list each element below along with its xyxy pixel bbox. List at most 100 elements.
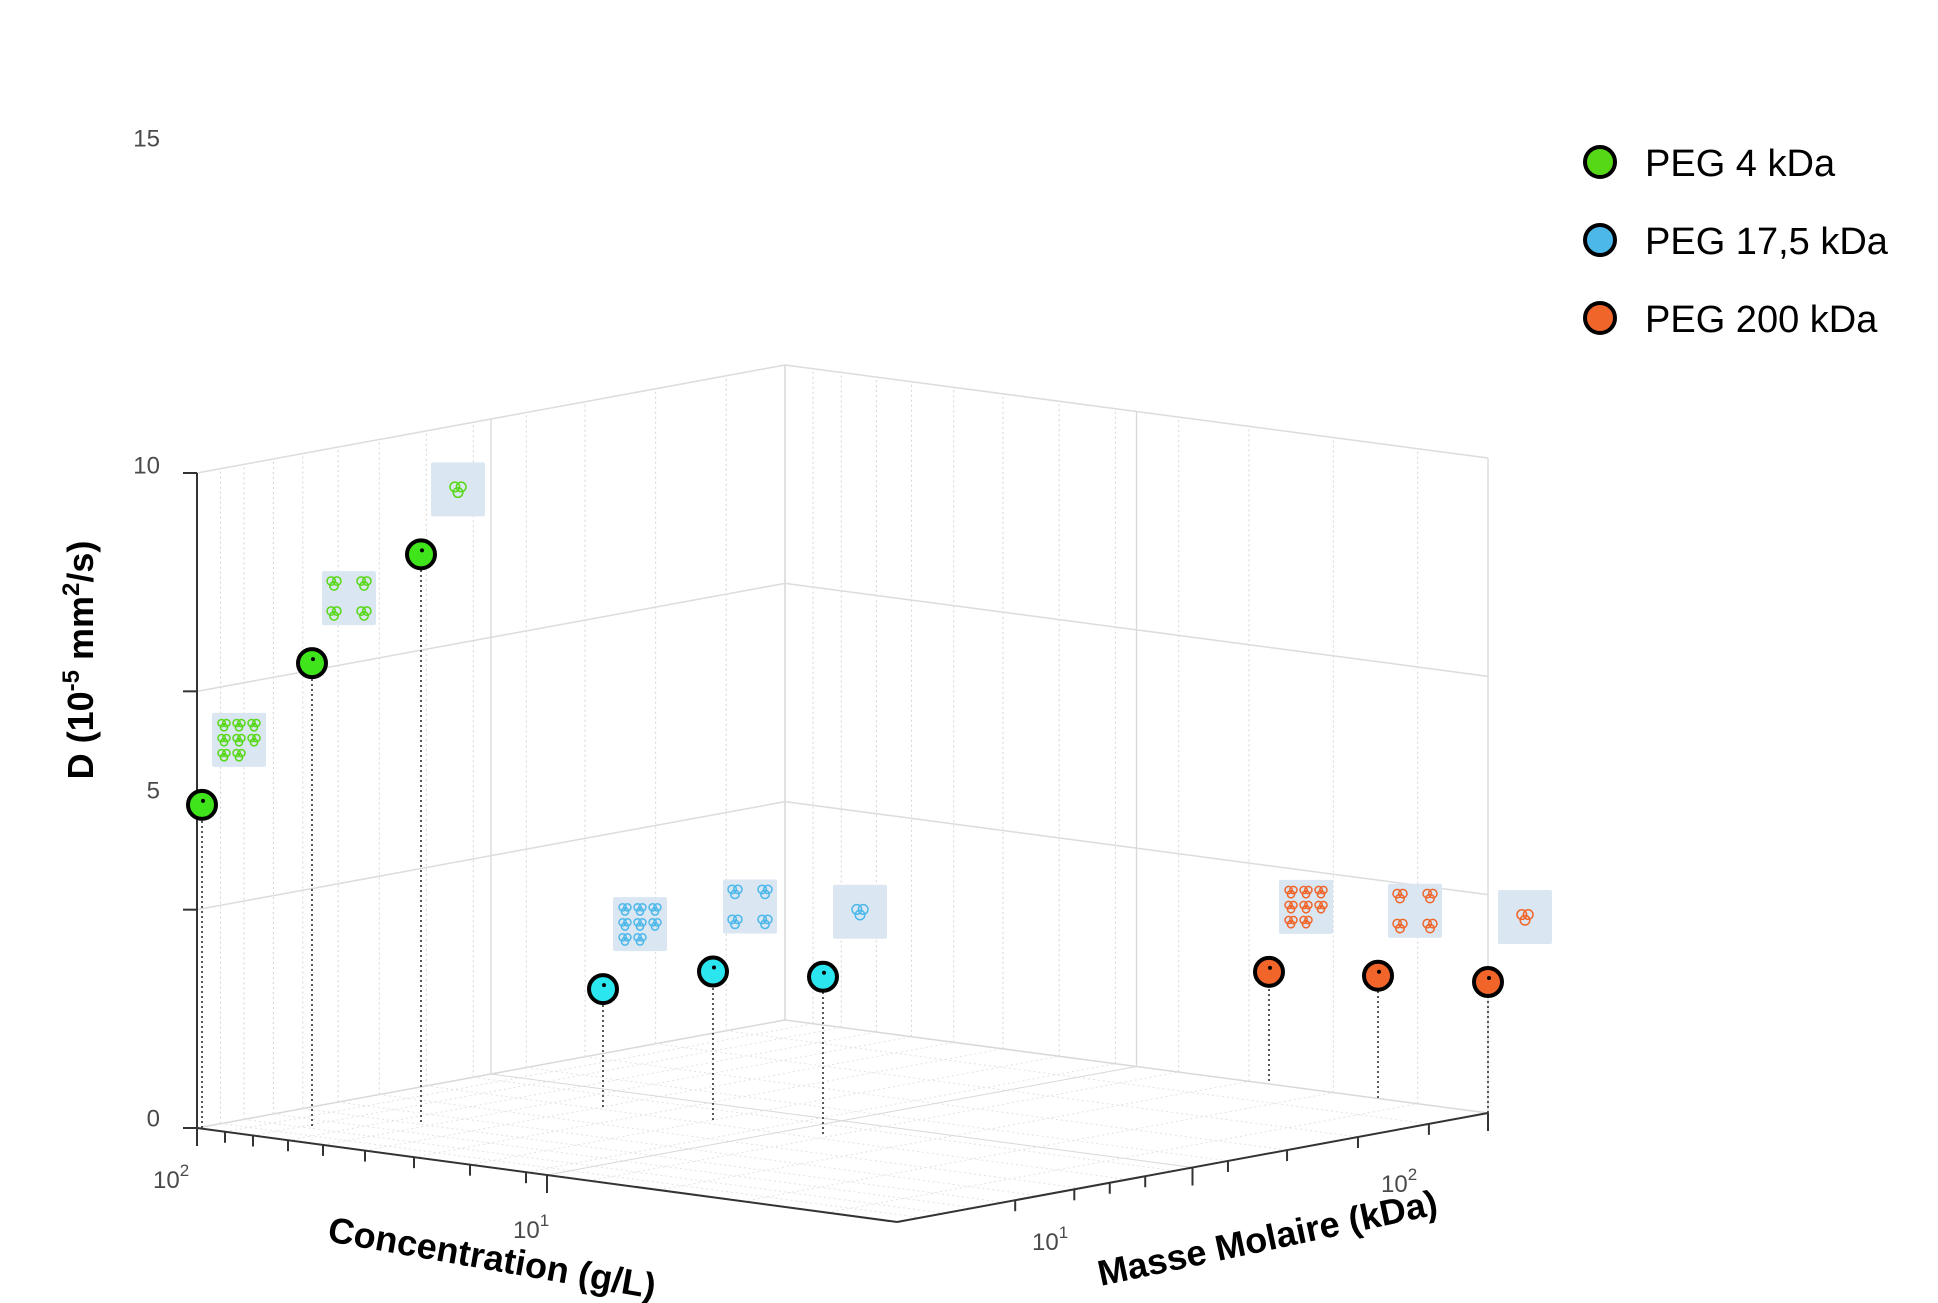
z-tick-labels: 0 5 10 15 bbox=[133, 125, 160, 1132]
coil-loop bbox=[217, 748, 226, 758]
data-markers bbox=[186, 538, 1504, 1006]
coil-loop bbox=[1299, 915, 1308, 925]
molecule-coil-icon bbox=[217, 733, 231, 747]
molecule-coil-icon bbox=[232, 718, 246, 732]
molecule-icon-box bbox=[1388, 883, 1442, 938]
coil-loop bbox=[232, 718, 241, 728]
legend-marker bbox=[1583, 145, 1617, 179]
coil-loop bbox=[1425, 923, 1435, 934]
molecule-coil-icon bbox=[1516, 909, 1534, 926]
coil-loop bbox=[356, 576, 367, 586]
coil-loop bbox=[618, 902, 627, 912]
data-point-center bbox=[201, 798, 205, 803]
coil-loop bbox=[1392, 888, 1403, 899]
legend-label: PEG 4 kDa bbox=[1645, 143, 1836, 185]
coil-loop bbox=[653, 902, 662, 912]
molecule-icon-background bbox=[1498, 890, 1552, 944]
coil-loop bbox=[1319, 885, 1328, 895]
coil-loop bbox=[757, 914, 768, 925]
coil-loop bbox=[222, 748, 231, 758]
coil-loop bbox=[635, 922, 645, 931]
floor-grid-line bbox=[655, 1043, 1359, 1138]
coil-loop bbox=[359, 580, 369, 591]
coil-loop bbox=[252, 718, 261, 728]
floor-grid-line bbox=[726, 1030, 1429, 1125]
data-point bbox=[186, 788, 218, 821]
coil-loop bbox=[638, 932, 647, 942]
coil-loop bbox=[633, 902, 642, 912]
molecule-coil-icon bbox=[326, 606, 342, 621]
molecule-coil-icon bbox=[356, 576, 372, 591]
grid-line bbox=[784, 364, 1489, 459]
z-tick-label: 10 bbox=[133, 452, 160, 479]
coil-loop bbox=[653, 917, 662, 927]
coil-loop bbox=[1314, 885, 1323, 895]
molecule-coil-icon bbox=[356, 606, 372, 621]
coil-loop bbox=[1422, 918, 1433, 929]
molecule-coil-icon bbox=[618, 902, 632, 916]
coil-loop bbox=[635, 937, 645, 946]
coil-loop bbox=[455, 481, 467, 493]
coil-loop bbox=[730, 889, 740, 900]
z-tick-label: 0 bbox=[147, 1105, 160, 1132]
coil-loop bbox=[1284, 885, 1293, 895]
coil-loop bbox=[1427, 918, 1438, 929]
coil-loop bbox=[623, 917, 632, 927]
coil-loop bbox=[356, 606, 367, 616]
molecule-coil-icon bbox=[648, 902, 662, 916]
coil-loop bbox=[232, 748, 241, 758]
grid-line bbox=[784, 582, 1489, 678]
coil-loop bbox=[1319, 900, 1328, 910]
coil-loop bbox=[237, 733, 246, 743]
coil-loop bbox=[361, 606, 372, 616]
data-point bbox=[296, 647, 328, 680]
molecule-coil-icon bbox=[648, 917, 662, 931]
grid-lines bbox=[196, 364, 1489, 1223]
coil-loop bbox=[331, 576, 342, 586]
grid-line bbox=[196, 582, 786, 693]
molecule-icon-background bbox=[431, 462, 485, 517]
data-point bbox=[405, 538, 437, 571]
coil-loop bbox=[620, 937, 630, 946]
coil-loop bbox=[1519, 914, 1531, 926]
coil-loop bbox=[760, 919, 770, 930]
coil-loop bbox=[757, 884, 768, 895]
coil-loop bbox=[762, 914, 773, 925]
molecule-coil-icon bbox=[232, 748, 246, 762]
molecule-coil-icon bbox=[1422, 888, 1438, 904]
grid-line bbox=[196, 364, 786, 474]
molecule-coil-icon bbox=[633, 917, 647, 931]
data-point-center bbox=[1377, 969, 1381, 974]
molecule-icon-box bbox=[212, 712, 266, 767]
z-tick-label: 15 bbox=[133, 125, 160, 152]
molecule-icon-box bbox=[833, 884, 887, 939]
coil-loop bbox=[222, 733, 231, 743]
molecule-coil-icon bbox=[1284, 900, 1298, 914]
coil-loop bbox=[648, 917, 657, 927]
molecule-coil-icon bbox=[449, 481, 467, 499]
legend-label: PEG 200 kDa bbox=[1645, 299, 1878, 341]
coil-loop bbox=[620, 907, 630, 916]
molecule-coil-icon bbox=[1284, 915, 1298, 929]
coil-loop bbox=[1422, 888, 1433, 899]
coil-loop bbox=[623, 932, 632, 942]
coil-loop bbox=[650, 907, 660, 916]
data-point bbox=[807, 960, 839, 993]
molecule-coil-icon bbox=[217, 718, 231, 732]
coil-loop bbox=[247, 733, 256, 743]
data-point bbox=[697, 955, 729, 988]
coil-loop bbox=[851, 903, 863, 915]
y-axis-label: Masse Molaire (kDa) bbox=[1094, 1182, 1441, 1294]
coil-loop bbox=[361, 576, 372, 586]
floor-grid-line bbox=[379, 1094, 1081, 1189]
x-tick-labels: 102 101 bbox=[153, 1161, 549, 1244]
coil-loop bbox=[1301, 904, 1311, 914]
coil-loop bbox=[1397, 918, 1408, 929]
coil-loop bbox=[1289, 915, 1298, 925]
floor-grid-line bbox=[585, 1056, 1288, 1151]
molecule-coil-icon bbox=[326, 576, 342, 591]
grid-line bbox=[196, 800, 786, 911]
molecule-coil-icon bbox=[217, 748, 231, 762]
coil-loop bbox=[329, 580, 339, 591]
coil-loop bbox=[326, 576, 337, 586]
